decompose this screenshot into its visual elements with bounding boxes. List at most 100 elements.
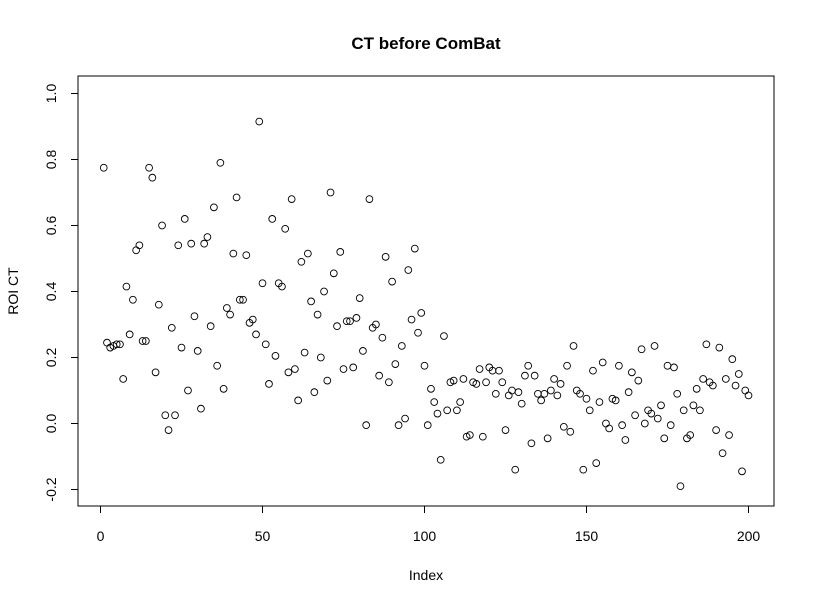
data-point bbox=[349, 363, 358, 372]
data-point bbox=[692, 385, 701, 393]
data-point bbox=[167, 323, 176, 332]
data-point bbox=[569, 342, 578, 350]
data-point bbox=[385, 378, 393, 387]
data-point bbox=[171, 411, 179, 420]
data-point bbox=[313, 310, 322, 319]
data-point bbox=[223, 304, 231, 312]
data-point bbox=[158, 221, 166, 230]
data-point bbox=[718, 449, 727, 458]
data-point bbox=[200, 239, 209, 248]
data-point bbox=[456, 398, 464, 406]
data-point bbox=[472, 380, 481, 388]
data-point bbox=[316, 353, 325, 362]
data-point bbox=[582, 394, 591, 403]
data-point bbox=[378, 333, 387, 342]
data-point bbox=[653, 414, 662, 423]
data-point bbox=[566, 427, 575, 436]
y-tick-label: -0.2 bbox=[43, 477, 59, 501]
data-point bbox=[543, 434, 552, 443]
x-tick-label: 0 bbox=[97, 528, 105, 544]
data-point bbox=[193, 347, 202, 355]
data-point bbox=[605, 424, 614, 433]
x-tick-label: 200 bbox=[737, 528, 761, 544]
data-point bbox=[676, 482, 685, 491]
data-point bbox=[333, 322, 341, 331]
chart-title: CT before ComBat bbox=[351, 34, 501, 53]
data-point bbox=[443, 406, 452, 415]
data-point bbox=[530, 371, 539, 380]
data-point bbox=[634, 376, 643, 385]
data-point bbox=[712, 426, 720, 434]
data-point bbox=[721, 375, 730, 383]
data-point bbox=[699, 375, 707, 383]
data-point bbox=[715, 343, 724, 352]
data-point bbox=[589, 366, 597, 375]
data-point bbox=[326, 188, 335, 197]
data-point bbox=[365, 195, 374, 203]
data-point bbox=[598, 358, 607, 367]
data-point bbox=[511, 465, 520, 474]
data-point bbox=[459, 375, 468, 383]
data-point bbox=[265, 380, 273, 388]
y-axis-label: ROI CT bbox=[5, 267, 21, 315]
data-point bbox=[122, 282, 131, 291]
x-axis-label: Index bbox=[409, 567, 443, 583]
data-point bbox=[255, 117, 264, 126]
data-point bbox=[397, 342, 406, 350]
data-point bbox=[180, 215, 189, 223]
data-point bbox=[521, 371, 529, 380]
data-point bbox=[440, 332, 448, 340]
data-point bbox=[268, 215, 277, 223]
data-point bbox=[154, 300, 163, 309]
data-point bbox=[112, 340, 121, 349]
data-point bbox=[252, 330, 260, 339]
data-point bbox=[300, 348, 309, 357]
data-point bbox=[650, 342, 659, 350]
data-point bbox=[174, 241, 183, 250]
data-point bbox=[666, 421, 675, 430]
data-point bbox=[339, 365, 348, 373]
data-point bbox=[304, 249, 312, 258]
data-point bbox=[148, 173, 157, 182]
data-point bbox=[336, 248, 345, 256]
data-point bbox=[731, 381, 740, 390]
data-point bbox=[323, 376, 332, 385]
data-point bbox=[517, 399, 526, 408]
data-point bbox=[99, 163, 108, 172]
data-point bbox=[615, 361, 623, 370]
data-point bbox=[563, 361, 571, 370]
data-point bbox=[142, 337, 150, 345]
data-point bbox=[696, 406, 704, 415]
data-point bbox=[116, 340, 124, 349]
data-point bbox=[284, 368, 293, 377]
data-point bbox=[647, 409, 656, 418]
data-point bbox=[229, 249, 238, 258]
data-point bbox=[498, 378, 507, 387]
data-point bbox=[433, 409, 442, 418]
data-point bbox=[216, 158, 225, 167]
data-point bbox=[177, 343, 186, 352]
data-point bbox=[359, 347, 367, 355]
data-point bbox=[320, 287, 328, 296]
data-point bbox=[595, 398, 604, 406]
data-point bbox=[624, 388, 633, 397]
data-point bbox=[702, 340, 711, 349]
data-point bbox=[346, 317, 354, 326]
data-point bbox=[453, 406, 461, 415]
data-point bbox=[744, 391, 753, 400]
data-point bbox=[291, 365, 299, 373]
data-point bbox=[129, 295, 137, 304]
data-point bbox=[161, 411, 170, 420]
data-point bbox=[145, 163, 153, 172]
y-tick-label: 0.4 bbox=[43, 282, 59, 302]
data-point bbox=[420, 361, 429, 370]
data-point bbox=[475, 365, 484, 373]
data-point bbox=[527, 439, 536, 448]
data-points bbox=[99, 117, 753, 491]
data-point bbox=[556, 380, 565, 388]
data-point bbox=[375, 371, 383, 380]
data-point bbox=[329, 269, 338, 278]
data-point bbox=[294, 396, 302, 405]
data-point bbox=[417, 309, 426, 317]
